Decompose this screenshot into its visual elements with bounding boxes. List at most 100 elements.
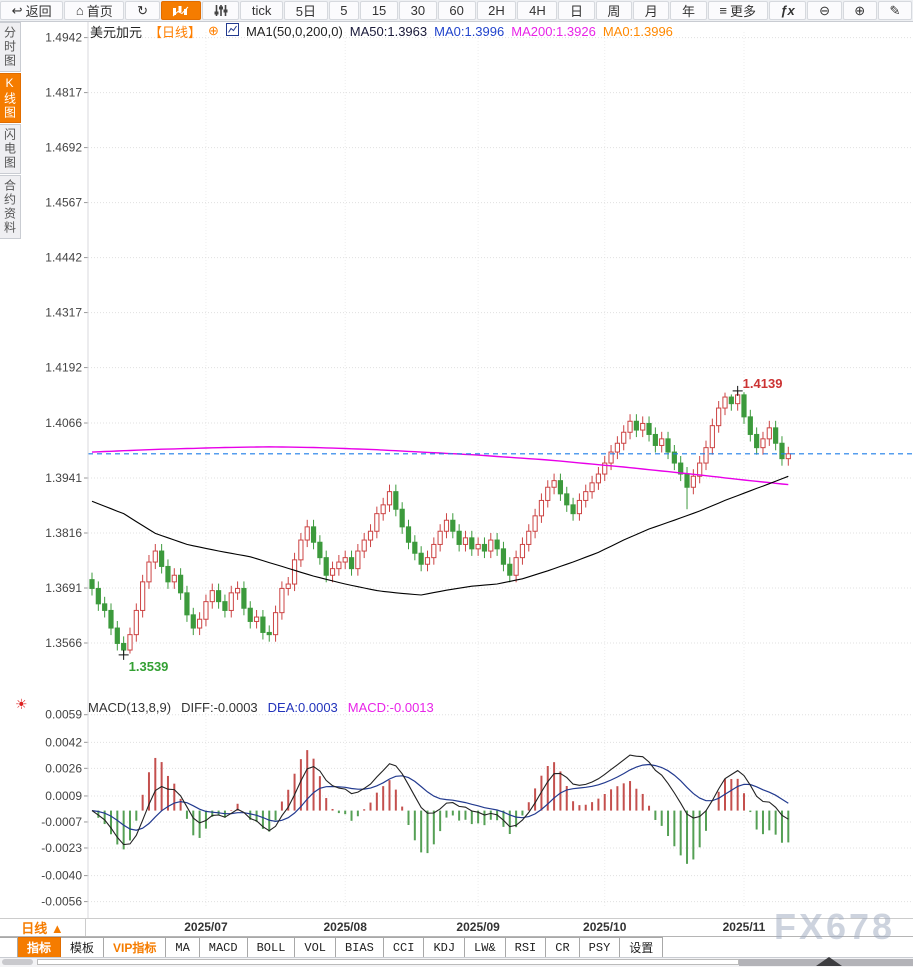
sliders-icon: [214, 5, 228, 16]
toolbar-button-5日[interactable]: 5日: [284, 1, 328, 20]
x-axis-label: 2025/10: [583, 920, 627, 934]
mini-chart-icon[interactable]: [225, 23, 239, 39]
toolbar-button-home[interactable]: ⌂ 首页: [64, 1, 125, 20]
svg-text:-0.0056: -0.0056: [41, 895, 82, 909]
add-indicator-icon[interactable]: ⊕: [208, 23, 219, 38]
x-axis-label: 2025/09: [456, 920, 500, 934]
macd-settings-icon[interactable]: ☀: [15, 696, 28, 712]
candlestick-chart-icon: [172, 6, 189, 17]
toolbar-button-2H[interactable]: 2H: [476, 1, 517, 20]
toolbar-button-30[interactable]: 30: [398, 1, 437, 20]
svg-text:0.0059: 0.0059: [45, 708, 82, 722]
back-arrow-icon: ↩: [11, 3, 23, 18]
svg-text:1.4442: 1.4442: [45, 251, 82, 265]
toolbar-button-月[interactable]: 月: [633, 1, 670, 20]
toolbar-button-refresh[interactable]: ↻: [125, 1, 160, 20]
candles-group: [89, 390, 791, 655]
toolbar-button-zoom-in[interactable]: ⊕: [842, 1, 877, 20]
indicator-tab-vol[interactable]: VOL: [295, 937, 337, 957]
menu-icon: ≡: [719, 3, 727, 18]
x-axis-label: 2025/07: [184, 920, 228, 934]
refresh-icon: ↻: [137, 3, 148, 18]
indicator-tab-kdj[interactable]: KDJ: [424, 937, 466, 957]
indicator-tab-bias[interactable]: BIAS: [336, 937, 384, 957]
indicator-tab-macd[interactable]: MACD: [199, 937, 248, 957]
ma50-value: MA50:1.3963: [349, 23, 428, 39]
toolbar-button-pencil[interactable]: ✎: [877, 1, 913, 20]
chart-scrollbar: [0, 957, 913, 967]
macd-macd-value: MACD:-0.0013: [347, 700, 434, 715]
zoom-out-icon: ⊖: [819, 3, 830, 18]
toolbar-button-back-arrow[interactable]: ↩ 返回: [0, 1, 64, 20]
month-gridlines: [205, 32, 745, 906]
pencil-icon: ✎: [889, 3, 901, 18]
svg-text:-0.0007: -0.0007: [41, 815, 82, 829]
indicator-tab-boll[interactable]: BOLL: [247, 937, 296, 957]
toolbar-button-fx[interactable]: ƒx: [768, 1, 807, 20]
svg-text:0.0026: 0.0026: [45, 761, 82, 775]
svg-text:1.4567: 1.4567: [45, 196, 82, 210]
toolbar-button-4H[interactable]: 4H: [517, 1, 558, 20]
svg-text:1.4139: 1.4139: [743, 376, 783, 391]
indicator-tab-lw[interactable]: LW&: [465, 937, 506, 957]
indicator-tab-rsi[interactable]: RSI: [505, 937, 547, 957]
toolbar-button-zoom-out[interactable]: ⊖: [807, 1, 842, 20]
toolbar-button-sliders[interactable]: [201, 1, 240, 20]
indicator-tab-[interactable]: 指标: [18, 937, 62, 957]
sidebar-tab-contract-info[interactable]: 合约资料: [0, 175, 21, 239]
ma200-value: MA200:1.3926: [511, 23, 596, 39]
annotation-high: 1.4139: [732, 376, 783, 396]
collapse-panel-arrow-icon[interactable]: [816, 957, 842, 966]
ma50-line: [91, 475, 789, 596]
period-label: 【日线】: [149, 24, 202, 40]
timeframe-dropdown[interactable]: 日线 ▲: [0, 919, 86, 936]
toolbar-button-15[interactable]: 15: [360, 1, 398, 20]
indicator-tab-ma[interactable]: MA: [166, 937, 200, 957]
sidebar-tab-lightning-chart[interactable]: 闪电图: [0, 124, 21, 174]
macd-title: MACD(13,8,9): [88, 700, 172, 715]
macd-diff-value: DIFF:-0.0003: [181, 700, 258, 715]
tab-bar-filler: [663, 937, 913, 957]
toolbar-button-menu[interactable]: ≡ 更多: [707, 1, 768, 20]
price-chart-canvas[interactable]: 1.4942 1.4817 1.4692 1.4567 1.4442 1.4317 1.41…: [0, 22, 913, 918]
scrollbar-left-stub[interactable]: [2, 959, 33, 965]
indicator-tab-cr[interactable]: CR: [546, 937, 580, 957]
svg-text:1.4066: 1.4066: [45, 416, 82, 430]
macd-diff-line: [91, 754, 789, 846]
toolbar-button-年[interactable]: 年: [670, 1, 707, 20]
scrollbar-track[interactable]: [37, 959, 739, 965]
svg-text:0.0009: 0.0009: [45, 789, 82, 803]
ma-settings-label: MA1(50,0,200,0): [245, 23, 343, 39]
toolbar-button-日[interactable]: 日: [558, 1, 595, 20]
toolbar-button-60[interactable]: 60: [437, 1, 476, 20]
indicator-tab-bar: 指标 模板 VIP指标 MA MACD BOLL VOL BIAS CCI KDJ LW& RSI CR…: [0, 937, 913, 958]
indicator-tab-cci[interactable]: CCI: [383, 937, 425, 957]
time-axis-row: 日线 ▲ 2025/07 2025/08 2025/09 2025/10 2025/11: [0, 918, 913, 937]
svg-text:1.3539: 1.3539: [129, 659, 169, 674]
zoom-in-icon: ⊕: [854, 3, 866, 18]
indicator-tab-[interactable]: 模板: [61, 937, 105, 957]
top-toolbar: ↩ 返回 ⌂ 首页 ↻ tick 5日 5 15 30 60 2H 4H 日周月年 ≡ 更多 ƒx ⊖ ⊕ ✎: [0, 0, 913, 22]
chart-type-sidebar: 分时图 K线图 闪电图 合约资料: [0, 22, 22, 240]
svg-text:-0.0023: -0.0023: [41, 841, 82, 855]
toolbar-button-candlestick-chart[interactable]: [160, 1, 201, 20]
main-grid: 1.4942 1.4817 1.4692 1.4567 1.4442 1.4317 1.41…: [41, 31, 913, 909]
sidebar-tab-kline-chart[interactable]: K线图: [0, 73, 21, 123]
macd-dea-value: DEA:0.0003: [267, 700, 338, 715]
ma0-orange-value: MA0:1.3996: [602, 23, 673, 39]
ma0-blue-value: MA0:1.3996: [434, 23, 505, 39]
svg-text:1.3691: 1.3691: [45, 581, 82, 595]
toolbar-button-tick[interactable]: tick: [240, 1, 284, 20]
indicator-tab-vip[interactable]: VIP指标: [104, 937, 167, 957]
indicator-tab-[interactable]: 设置: [620, 937, 664, 957]
svg-text:-0.0040: -0.0040: [41, 869, 82, 883]
toolbar-button-5[interactable]: 5: [328, 1, 360, 20]
svg-text:1.4692: 1.4692: [45, 141, 82, 155]
indicator-tab-psy[interactable]: PSY: [579, 937, 621, 957]
svg-text:1.3941: 1.3941: [45, 471, 82, 485]
sidebar-tab-time-chart[interactable]: 分时图: [0, 22, 21, 72]
toolbar-button-周[interactable]: 周: [595, 1, 633, 20]
x-axis-label: 2025/08: [323, 920, 367, 934]
macd-histogram: [97, 750, 790, 864]
